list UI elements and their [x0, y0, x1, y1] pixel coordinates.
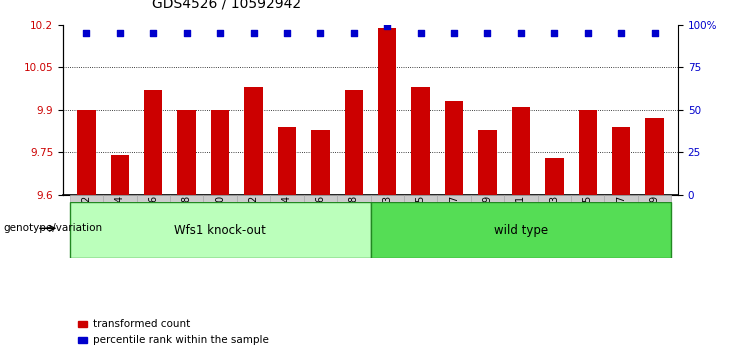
FancyBboxPatch shape	[103, 195, 136, 202]
Bar	[110, 155, 129, 195]
FancyBboxPatch shape	[270, 195, 304, 202]
Bar	[545, 158, 564, 195]
Text: GSM825442: GSM825442	[248, 195, 259, 254]
FancyBboxPatch shape	[203, 195, 237, 202]
Point	[615, 30, 627, 36]
Text: GSM825439: GSM825439	[482, 195, 493, 254]
Point	[415, 30, 427, 36]
Text: GSM825448: GSM825448	[349, 195, 359, 254]
Text: genotype/variation: genotype/variation	[4, 223, 103, 233]
FancyBboxPatch shape	[538, 195, 571, 202]
FancyBboxPatch shape	[404, 195, 437, 202]
FancyBboxPatch shape	[337, 195, 370, 202]
FancyBboxPatch shape	[504, 195, 538, 202]
Text: GSM825441: GSM825441	[516, 195, 526, 254]
Point	[548, 30, 560, 36]
FancyBboxPatch shape	[370, 202, 671, 258]
Bar	[245, 87, 263, 195]
Point	[482, 30, 494, 36]
Text: GSM825440: GSM825440	[215, 195, 225, 254]
FancyBboxPatch shape	[170, 195, 203, 202]
Text: GSM825437: GSM825437	[449, 195, 459, 254]
FancyBboxPatch shape	[70, 202, 370, 258]
Text: wild type: wild type	[494, 224, 548, 236]
Bar	[177, 110, 196, 195]
Bar	[77, 110, 96, 195]
Text: GSM825433: GSM825433	[382, 195, 392, 254]
FancyBboxPatch shape	[237, 195, 270, 202]
Point	[314, 30, 326, 36]
Bar	[612, 127, 631, 195]
FancyBboxPatch shape	[370, 195, 404, 202]
Point	[114, 30, 126, 36]
Point	[281, 30, 293, 36]
Text: GSM825444: GSM825444	[282, 195, 292, 254]
FancyBboxPatch shape	[437, 195, 471, 202]
Bar	[445, 101, 463, 195]
Text: GDS4526 / 10592942: GDS4526 / 10592942	[152, 0, 301, 11]
FancyBboxPatch shape	[304, 195, 337, 202]
Bar	[345, 90, 363, 195]
Point	[81, 30, 93, 36]
Text: GSM825438: GSM825438	[182, 195, 192, 254]
Bar	[278, 127, 296, 195]
Bar	[579, 110, 597, 195]
Text: GSM825446: GSM825446	[316, 195, 325, 254]
Point	[181, 30, 193, 36]
Point	[247, 30, 259, 36]
Text: GSM825434: GSM825434	[115, 195, 124, 254]
FancyBboxPatch shape	[471, 195, 504, 202]
Bar	[478, 130, 496, 195]
Bar	[311, 130, 330, 195]
FancyBboxPatch shape	[605, 195, 638, 202]
Text: GSM825435: GSM825435	[416, 195, 425, 254]
Text: percentile rank within the sample: percentile rank within the sample	[93, 335, 268, 345]
FancyBboxPatch shape	[136, 195, 170, 202]
Point	[382, 23, 393, 29]
Text: GSM825447: GSM825447	[617, 195, 626, 254]
Bar	[411, 87, 430, 195]
Bar	[512, 107, 530, 195]
Bar	[144, 90, 162, 195]
Text: GSM825445: GSM825445	[582, 195, 593, 254]
Point	[582, 30, 594, 36]
Text: GSM825443: GSM825443	[549, 195, 559, 254]
Text: transformed count: transformed count	[93, 319, 190, 329]
Point	[648, 30, 660, 36]
Text: GSM825449: GSM825449	[650, 195, 659, 254]
FancyBboxPatch shape	[638, 195, 671, 202]
FancyBboxPatch shape	[70, 195, 103, 202]
Point	[214, 30, 226, 36]
Point	[515, 30, 527, 36]
FancyBboxPatch shape	[571, 195, 605, 202]
Bar	[378, 28, 396, 195]
Text: Wfs1 knock-out: Wfs1 knock-out	[174, 224, 266, 236]
Point	[448, 30, 460, 36]
Text: GSM825432: GSM825432	[82, 195, 91, 254]
Point	[348, 30, 359, 36]
Bar	[211, 110, 229, 195]
Point	[147, 30, 159, 36]
Text: GSM825436: GSM825436	[148, 195, 159, 254]
Bar	[645, 118, 664, 195]
